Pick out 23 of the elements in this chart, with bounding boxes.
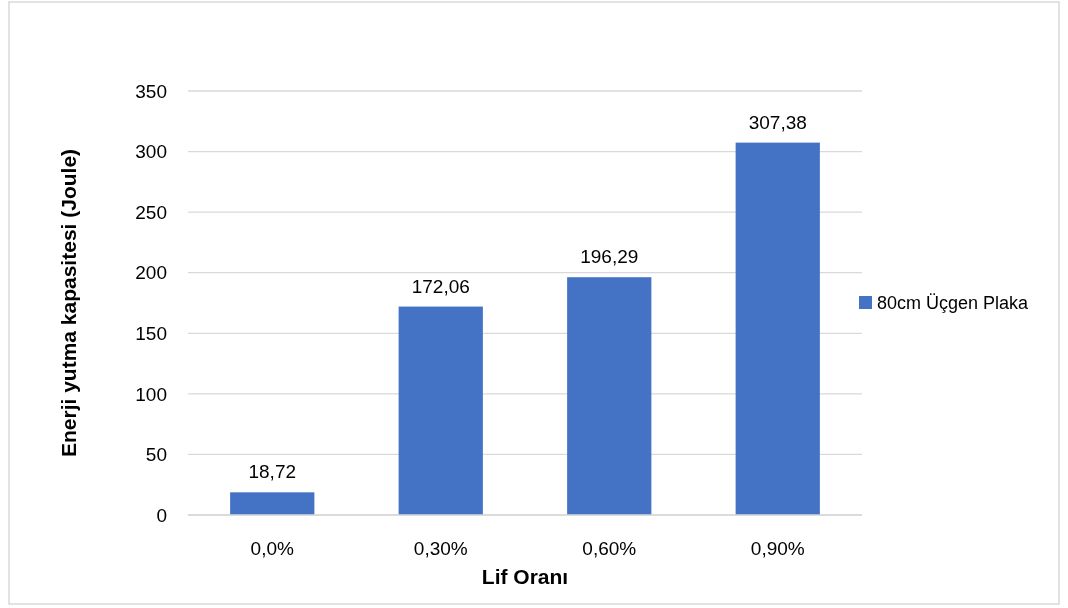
y-tick-label: 200 bbox=[135, 262, 167, 284]
y-tick-label: 150 bbox=[135, 322, 167, 344]
y-tick-label: 350 bbox=[135, 80, 167, 102]
data-label: 18,72 bbox=[248, 461, 297, 483]
x-axis-title: Lif Oranı bbox=[481, 565, 569, 588]
y-tick-label: 300 bbox=[135, 141, 167, 163]
data-label: 307,38 bbox=[748, 111, 807, 133]
y-tick-label: 0 bbox=[156, 504, 167, 526]
bar bbox=[230, 492, 315, 515]
y-axis-title: Enerji yutma kapasitesi (Joule) bbox=[57, 148, 80, 458]
legend-label: 80cm Üçgen Plaka bbox=[877, 293, 1030, 314]
bar bbox=[567, 277, 652, 515]
data-label: 172,06 bbox=[411, 275, 470, 297]
bar bbox=[398, 306, 483, 515]
y-tick-label: 250 bbox=[135, 201, 167, 223]
x-tick-label: 0,60% bbox=[582, 538, 637, 559]
y-tick-label: 100 bbox=[135, 383, 167, 405]
x-tick-label: 0,0% bbox=[250, 538, 295, 559]
x-tick-label: 0,30% bbox=[413, 538, 468, 559]
data-label: 196,29 bbox=[580, 246, 639, 268]
bar bbox=[735, 142, 820, 515]
x-tick-label: 0,90% bbox=[750, 538, 805, 559]
y-tick-label: 50 bbox=[145, 444, 167, 466]
